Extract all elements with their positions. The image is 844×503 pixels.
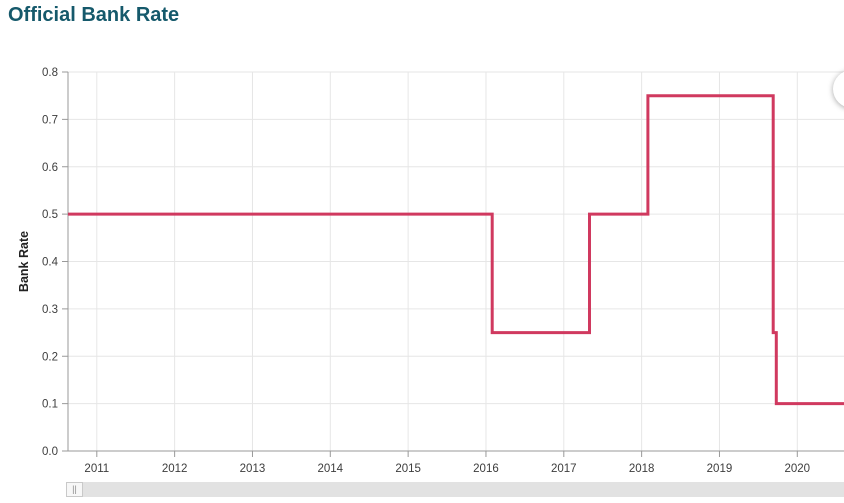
y-tick-label: 0.8 xyxy=(42,67,58,79)
rate-line xyxy=(68,94,844,406)
y-tick-label: 0.1 xyxy=(42,399,58,411)
chart-svg: 0.0 0.1 0.2 0.3 0.4 0.5 0.6 0.7 0.8 2011 2012 2013 2… xyxy=(17,67,844,475)
x-tick-label: 2012 xyxy=(162,463,188,475)
y-axis-title: Bank Rate xyxy=(17,231,31,292)
y-tick-label: 0.3 xyxy=(42,304,58,316)
y-tick-label: 0.5 xyxy=(42,209,58,221)
x-tick-label: 2011 xyxy=(84,463,109,475)
y-tick-label: 0.7 xyxy=(42,114,58,126)
x-tick-label: 2014 xyxy=(318,463,344,475)
y-tick-label: 0.2 xyxy=(42,351,58,363)
x-tick-label: 2020 xyxy=(785,463,811,475)
y-tick-label: 0.6 xyxy=(42,162,58,174)
x-tick-label: 2013 xyxy=(240,463,266,475)
y-tick-label: 0.4 xyxy=(42,257,59,269)
scrollbar-track[interactable] xyxy=(83,482,844,497)
x-tick-label: 2015 xyxy=(395,463,421,475)
x-tick-label: 2018 xyxy=(629,463,655,475)
scrollbar-grip[interactable]: || xyxy=(66,482,83,497)
grip-icon: || xyxy=(72,484,77,494)
x-tick-label: 2019 xyxy=(707,463,733,475)
chart-scrollbar[interactable]: || xyxy=(66,482,844,497)
x-tick-label: 2017 xyxy=(551,463,577,475)
x-tick-label: 2016 xyxy=(473,463,499,475)
page-title: Official Bank Rate xyxy=(8,4,180,26)
bank-rate-chart: 0.0 0.1 0.2 0.3 0.4 0.5 0.6 0.7 0.8 2011 2012 2013 2… xyxy=(0,36,844,476)
pan-right-button[interactable] xyxy=(833,70,844,108)
y-tick-label: 0.0 xyxy=(42,446,58,458)
